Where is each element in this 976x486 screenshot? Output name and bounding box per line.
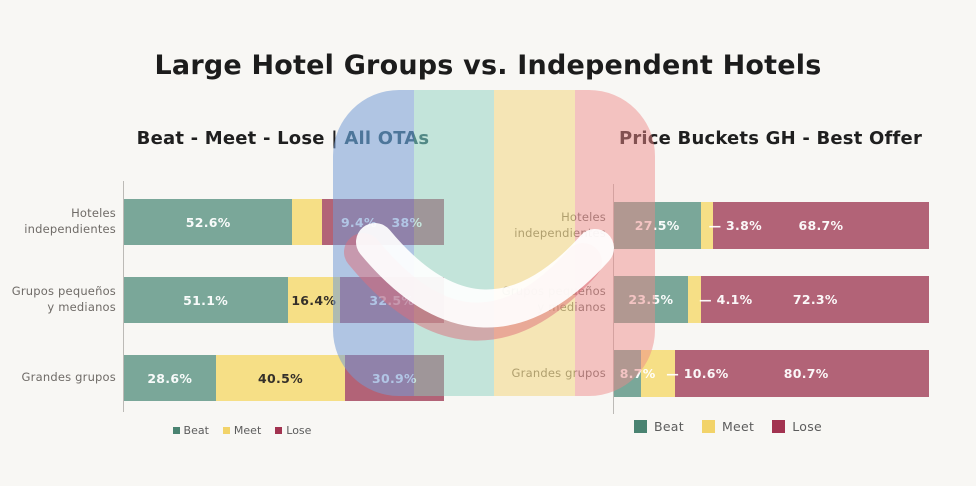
- value-label: 40.5%: [258, 370, 303, 386]
- category-label: Grandes grupos: [21, 370, 116, 385]
- bar-segment-meet: [287, 277, 340, 323]
- category-label: Hoteles independientes: [514, 209, 606, 240]
- bar-segment-meet: [215, 355, 346, 401]
- bar-row: 52.6% 9.4% 38%: [124, 199, 444, 245]
- category-label: Grupos pequeños y medianos: [501, 283, 606, 314]
- legend-item-lose: Lose: [772, 419, 822, 434]
- legend-swatch-beat: [633, 420, 647, 433]
- bar-row: 27.5% — 3.8% 68.7%: [614, 202, 929, 249]
- value-label: 23.5%: [628, 292, 674, 307]
- legend-item-lose: Lose: [275, 424, 311, 437]
- bar-row: 8.7% — 10.6% 80.7%: [614, 350, 929, 397]
- right-chart-title: Price Buckets GH - Best Offer: [618, 128, 923, 149]
- right-chart-category-labels: Hoteles independientes Grupos pequeños y me…: [490, 184, 606, 415]
- legend-item-beat: Beat: [172, 424, 209, 437]
- legend-swatch-lose: [772, 420, 786, 433]
- bar-segment-beat: [124, 199, 293, 245]
- value-label: 30.9%: [371, 370, 417, 386]
- bar-row: 51.1% 16.4% 32.5%: [124, 277, 444, 323]
- value-label: 80.7%: [783, 366, 829, 381]
- value-label: — 4.1%: [699, 292, 753, 307]
- category-label: Grupos pequeños y medianos: [11, 284, 116, 314]
- left-chart-category-labels: Hoteles independientes Grupos pequeños y me…: [0, 181, 116, 412]
- category-label: Grandes grupos: [511, 365, 606, 380]
- value-label: — 10.6%: [666, 366, 729, 381]
- left-chart-plot: 52.6% 9.4% 38% 51.1% 16.4% 32.5% 28.6% 40.5% 30.…: [123, 181, 444, 412]
- value-label: 38%: [391, 214, 423, 230]
- left-chart-title: Beat - Meet - Lose | All OTAs: [123, 128, 443, 149]
- value-label: 72.3%: [792, 292, 838, 307]
- legend-item-meet: Meet: [701, 419, 755, 434]
- category-label: Hoteles independientes: [24, 206, 116, 236]
- value-label: 32.5%: [369, 292, 415, 308]
- bar-segment-meet: [292, 199, 323, 245]
- bar-segment-beat: [614, 276, 689, 323]
- legend-swatch-meet: [701, 420, 715, 433]
- bar-segment-meet: [688, 276, 701, 323]
- left-chart-title-prefix: Beat - Meet - Lose |: [136, 128, 345, 149]
- legend-swatch-meet: [222, 427, 230, 434]
- bar-segment-beat: [124, 277, 288, 323]
- bar-segment-beat: [124, 355, 216, 401]
- value-label: 28.6%: [147, 370, 193, 386]
- legend-item-meet: Meet: [222, 424, 262, 437]
- left-chart-title-highlight: All OTAs: [344, 128, 430, 149]
- value-label: 52.6%: [185, 214, 231, 230]
- bar-segment-lose: [674, 350, 929, 397]
- legend-label: Lose: [286, 424, 312, 437]
- value-label: 51.1%: [183, 292, 229, 308]
- legend-swatch-beat: [172, 427, 180, 434]
- bar-segment-beat: [614, 202, 701, 249]
- legend-label: Beat: [653, 419, 684, 434]
- value-label: 8.7%: [619, 366, 656, 381]
- value-label: 16.4%: [291, 292, 337, 308]
- bar-segment-lose: [712, 202, 929, 249]
- bar-row: 23.5% — 4.1% 72.3%: [614, 276, 929, 323]
- right-chart-plot: 27.5% — 3.8% 68.7% 23.5% — 4.1% 72.3% 8.7% — 10…: [613, 184, 929, 414]
- bar-segment-meet: [641, 350, 675, 397]
- bar-segment-lose: [700, 276, 929, 323]
- legend-label: Meet: [233, 424, 262, 437]
- value-label: 27.5%: [634, 218, 680, 233]
- bar-row: 28.6% 40.5% 30.9%: [124, 355, 444, 401]
- legend-label: Lose: [792, 419, 823, 434]
- value-label: 68.7%: [798, 218, 844, 233]
- value-label: 9.4%: [340, 214, 377, 230]
- right-chart-legend: Beat Meet Lose: [578, 419, 878, 434]
- legend-label: Meet: [721, 419, 755, 434]
- page-title: Large Hotel Groups vs. Independent Hotel…: [154, 50, 822, 81]
- bar-segment-beat: [614, 350, 642, 397]
- bar-segment-meet: [700, 202, 713, 249]
- legend-item-beat: Beat: [633, 419, 684, 434]
- value-label: — 3.8%: [708, 218, 762, 233]
- legend-label: Beat: [183, 424, 209, 437]
- left-chart-legend: Beat Meet Lose: [0, 424, 484, 437]
- legend-swatch-lose: [275, 427, 283, 434]
